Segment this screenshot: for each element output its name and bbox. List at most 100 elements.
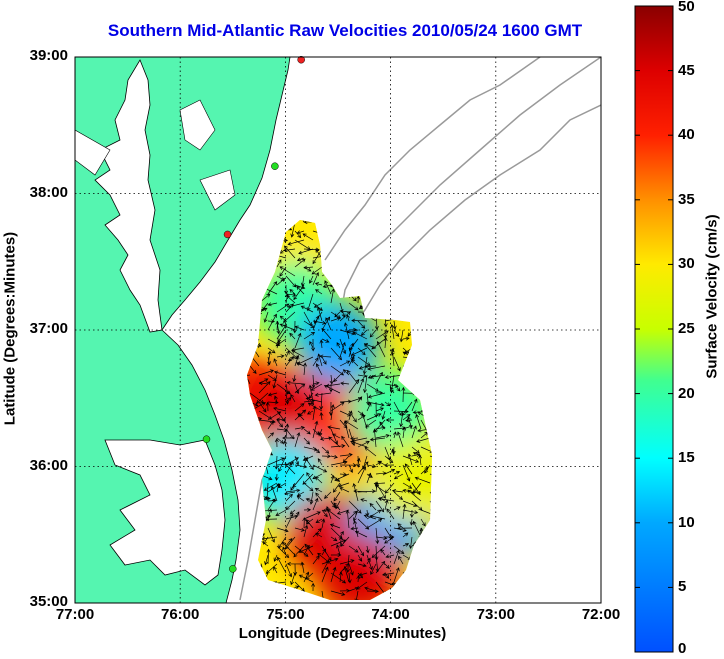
velocity-vector <box>396 431 404 448</box>
velocity-vector <box>285 423 290 439</box>
velocity-vector <box>366 589 379 594</box>
velocity-vector <box>276 323 287 340</box>
velocity-vector <box>276 417 287 422</box>
velocity-vector <box>429 473 432 478</box>
velocity-vector <box>338 482 350 488</box>
velocity-vector <box>294 527 305 532</box>
velocity-vector <box>316 306 323 322</box>
velocity-vector <box>339 338 347 355</box>
velocity-vector <box>385 554 395 559</box>
velocity-vector <box>407 453 413 466</box>
velocity-vector <box>303 571 310 583</box>
velocity-vector <box>311 582 316 592</box>
velocity-vector <box>348 563 354 576</box>
velocity-vector <box>279 266 296 277</box>
velocity-vector <box>311 338 316 352</box>
velocity-vector <box>393 401 402 417</box>
velocity-vector <box>382 572 395 577</box>
velocity-vector <box>330 454 338 459</box>
velocity-vector <box>308 384 314 403</box>
x-tick-label: 74:00 <box>371 606 410 623</box>
velocity-vector <box>390 348 395 367</box>
colorbar <box>634 5 674 653</box>
velocity-vector <box>312 555 320 565</box>
velocity-vector <box>277 556 287 574</box>
velocity-vector <box>303 446 319 452</box>
velocity-vector <box>393 491 403 500</box>
velocity-vector <box>420 466 429 475</box>
velocity-vector <box>285 538 293 547</box>
velocity-vector <box>343 566 350 583</box>
velocity-vector <box>348 545 359 553</box>
velocity-vector <box>302 517 307 529</box>
velocity-vector <box>330 401 345 412</box>
velocity-vector <box>409 518 414 526</box>
colorbar-tick-label: 35 <box>678 190 695 208</box>
velocity-vector <box>330 566 337 583</box>
velocity-vector <box>258 401 267 413</box>
velocity-vector <box>333 374 341 383</box>
colorbar-tick-label: 20 <box>678 384 695 402</box>
velocity-vector <box>267 508 272 520</box>
velocity-vector <box>249 365 257 374</box>
velocity-vector <box>402 509 419 515</box>
colorbar-tick-label: 15 <box>678 449 695 467</box>
velocity-vector <box>391 489 404 493</box>
velocity-vector <box>341 435 350 448</box>
velocity-vector <box>321 338 330 343</box>
velocity-vector <box>306 293 314 312</box>
velocity-vector <box>303 455 314 471</box>
velocity-vector <box>309 275 314 284</box>
velocity-vector <box>339 487 350 493</box>
velocity-vector <box>285 461 294 475</box>
velocity-vector <box>267 350 272 367</box>
velocity-vector <box>300 561 305 574</box>
velocity-vector <box>357 396 363 403</box>
velocity-vector <box>350 436 359 441</box>
velocity-vector <box>348 355 355 367</box>
x-tick-label: 73:00 <box>476 606 515 623</box>
velocity-vector <box>267 432 275 439</box>
velocity-vector <box>293 284 305 301</box>
velocity-vector <box>350 526 359 531</box>
velocity-vector <box>339 360 351 367</box>
velocity-vector <box>291 350 305 358</box>
velocity-vector <box>267 400 279 405</box>
velocity-vector <box>302 362 307 376</box>
velocity-vector <box>363 514 377 520</box>
velocity-vector <box>342 369 350 376</box>
velocity-vector <box>279 323 296 331</box>
velocity-vector <box>319 392 324 411</box>
velocity-vector <box>328 436 341 448</box>
velocity-vector <box>312 381 320 386</box>
velocity-vector <box>285 383 290 395</box>
velocity-vector <box>366 464 377 469</box>
velocity-vector <box>375 527 380 545</box>
velocity-vector <box>343 420 350 439</box>
pamlico-sound <box>104 439 226 586</box>
velocity-vector <box>283 245 296 259</box>
velocity-vector <box>356 295 361 304</box>
velocity-vector <box>285 275 297 288</box>
velocity-vector <box>364 364 377 369</box>
stations <box>202 55 305 573</box>
velocity-vector <box>312 528 322 538</box>
velocity-vector <box>330 288 336 304</box>
velocity-vector <box>294 258 306 268</box>
velocity-vector <box>302 473 314 485</box>
velocity-vector <box>287 239 305 246</box>
velocity-vector <box>276 545 290 559</box>
velocity-vector <box>267 527 275 543</box>
velocity-vector <box>375 500 385 513</box>
velocity-vector <box>303 507 312 512</box>
velocity-vector <box>345 509 350 529</box>
velocity-vector <box>383 337 388 349</box>
velocity-vector <box>285 513 294 529</box>
velocity-vector <box>330 317 341 322</box>
velocity-vector <box>330 460 348 466</box>
velocity-vector <box>264 554 269 566</box>
velocity-vector <box>393 356 401 372</box>
velocity-vector <box>315 518 323 523</box>
velocity-vector <box>402 532 409 538</box>
velocity-vector <box>326 508 341 520</box>
